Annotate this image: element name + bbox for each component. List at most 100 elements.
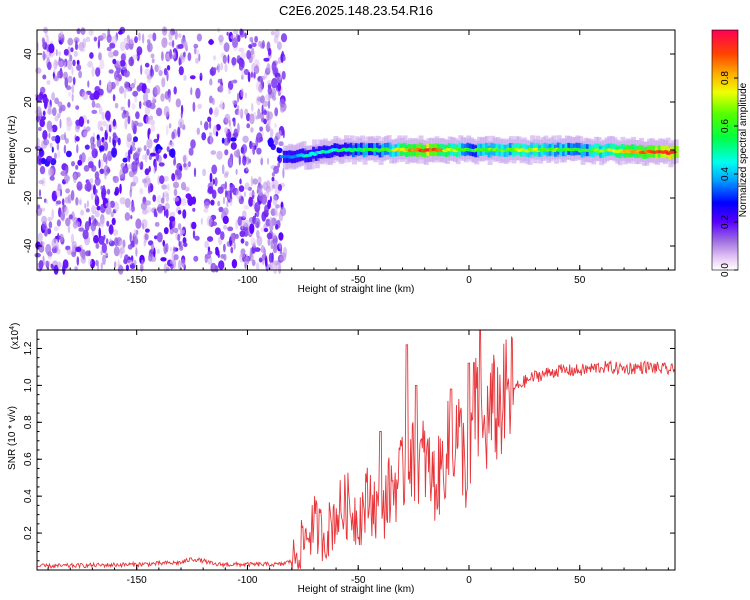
- noise-speck: [191, 196, 197, 205]
- noise-speck: [236, 92, 240, 103]
- noise-speck: [71, 250, 77, 258]
- noise-speck: [100, 126, 104, 132]
- noise-speck: [53, 75, 59, 82]
- noise-speck: [244, 32, 247, 39]
- noise-speck: [279, 255, 285, 262]
- noise-speck: [38, 260, 44, 270]
- noise-speck: [113, 50, 119, 57]
- y-tick-label: 0.4: [23, 489, 34, 503]
- noise-speck: [161, 184, 168, 190]
- noise-speck: [112, 139, 117, 148]
- noise-speck: [51, 135, 57, 142]
- snr-y-label: SNR (10 * v/v): [7, 406, 18, 470]
- noise-speck: [149, 119, 156, 126]
- noise-speck: [195, 57, 199, 64]
- noise-speck: [119, 247, 126, 255]
- noise-speck: [46, 155, 53, 162]
- colorbar-tick-label: 0.0: [720, 263, 731, 277]
- spectrogram-y-label: Frequency (Hz): [7, 116, 18, 185]
- noise-speck: [66, 118, 73, 127]
- noise-speck: [240, 51, 247, 60]
- noise-speck: [209, 107, 213, 115]
- noise-speck: [175, 174, 178, 182]
- noise-speck: [75, 136, 80, 142]
- noise-speck: [177, 210, 182, 215]
- noise-speck: [267, 47, 272, 56]
- noise-speck: [67, 194, 72, 204]
- noise-speck: [172, 39, 175, 48]
- noise-speck: [148, 253, 153, 262]
- noise-speck: [146, 138, 153, 149]
- noise-speck: [99, 79, 102, 86]
- noise-speck: [119, 183, 122, 194]
- noise-speck: [123, 81, 130, 89]
- noise-speck: [222, 215, 229, 225]
- x-tick-label: -100: [237, 275, 257, 286]
- noise-speck: [114, 201, 119, 212]
- noise-speck: [57, 183, 62, 192]
- noise-speck: [102, 185, 106, 193]
- noise-speck: [259, 184, 263, 190]
- noise-speck: [256, 189, 259, 194]
- noise-speck: [261, 78, 264, 85]
- noise-speck: [185, 193, 192, 200]
- noise-speck: [209, 78, 213, 86]
- noise-speck: [224, 189, 228, 198]
- noise-speck: [112, 132, 117, 139]
- noise-speck: [245, 166, 248, 172]
- noise-speck: [254, 35, 258, 43]
- noise-speck: [240, 252, 245, 258]
- noise-speck: [276, 41, 282, 51]
- noise-speck: [279, 98, 286, 108]
- noise-speck: [194, 46, 197, 55]
- noise-speck: [72, 59, 76, 67]
- noise-speck: [204, 240, 209, 249]
- noise-speck: [62, 198, 65, 206]
- noise-speck: [123, 70, 130, 78]
- noise-speck: [76, 59, 80, 66]
- noise-speck: [150, 53, 155, 59]
- noise-speck: [237, 122, 240, 134]
- noise-speck: [50, 263, 54, 269]
- noise-speck: [58, 60, 64, 68]
- noise-speck: [43, 99, 48, 110]
- noise-speck: [80, 209, 85, 216]
- noise-speck: [137, 122, 143, 127]
- noise-speck: [237, 109, 242, 116]
- noise-speck: [249, 247, 252, 259]
- noise-speck: [75, 105, 80, 110]
- noise-speck: [276, 147, 280, 152]
- noise-speck: [53, 59, 58, 70]
- noise-speck: [221, 164, 225, 175]
- noise-speck: [172, 227, 179, 233]
- noise-speck: [129, 188, 132, 198]
- noise-speck: [237, 34, 241, 43]
- noise-speck: [169, 246, 173, 252]
- noise-speck: [144, 62, 150, 68]
- noise-speck: [152, 194, 156, 202]
- noise-speck: [57, 70, 64, 79]
- y-tick-label: 20: [23, 96, 34, 108]
- noise-speck: [129, 37, 134, 45]
- noise-speck: [223, 243, 226, 253]
- noise-speck: [163, 263, 168, 274]
- noise-speck: [277, 82, 281, 92]
- noise-speck: [99, 145, 105, 152]
- noise-speck: [152, 95, 156, 102]
- noise-speck: [131, 119, 134, 131]
- noise-speck: [36, 137, 40, 145]
- noise-speck: [111, 35, 118, 44]
- noise-speck: [146, 148, 150, 156]
- noise-speck: [274, 28, 280, 39]
- noise-speck: [209, 172, 213, 183]
- noise-speck: [226, 200, 229, 208]
- noise-speck: [78, 227, 85, 232]
- noise-speck: [243, 191, 247, 198]
- noise-speck: [101, 32, 107, 40]
- noise-speck: [270, 31, 276, 36]
- noise-speck: [55, 49, 58, 57]
- noise-speck: [111, 147, 118, 158]
- noise-speck: [71, 66, 74, 76]
- noise-speck: [156, 195, 162, 205]
- noise-speck: [267, 100, 271, 109]
